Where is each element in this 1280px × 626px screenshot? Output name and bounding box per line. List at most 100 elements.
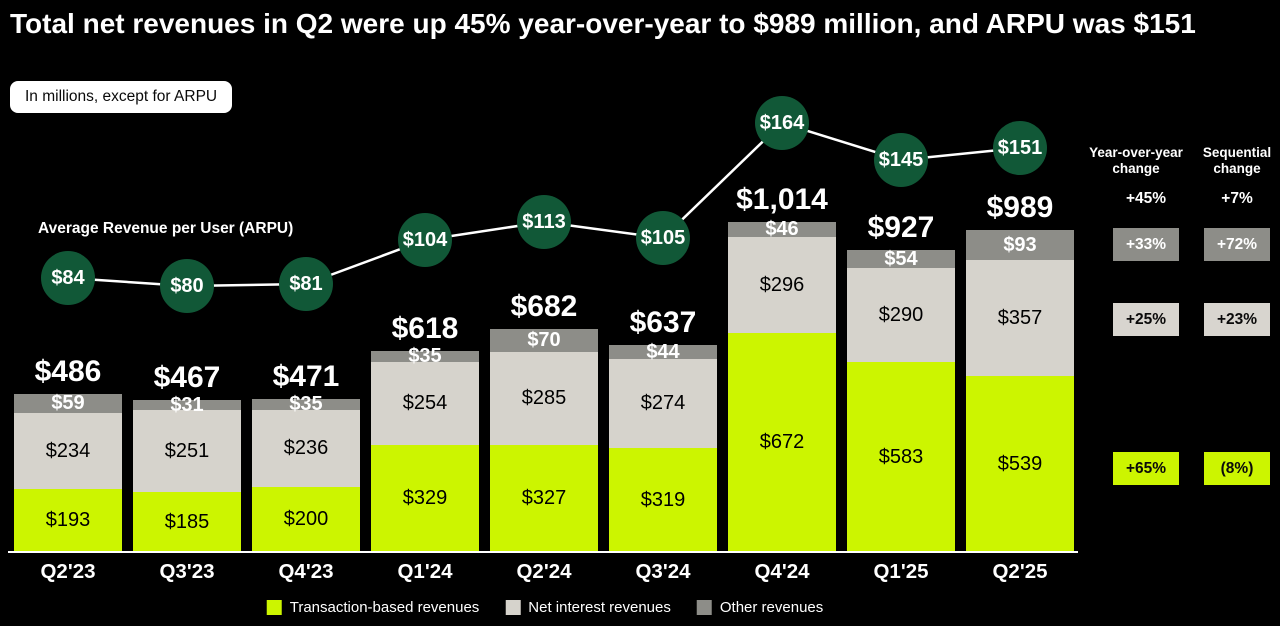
page-title: Total net revenues in Q2 were up 45% yea… [10,8,1196,39]
segment-value-transaction-2: $185 [164,510,210,533]
bar-segment-net-interest-2 [133,410,241,492]
bar-segment-transaction-7 [728,333,836,552]
segment-value-net-interest-9: $357 [997,306,1043,329]
sequential-change-column-header: Sequential change [1202,145,1272,177]
change-box-transaction-based-revenues-seq: (8%) [1204,452,1270,485]
bar-segment-net-interest-8 [847,268,955,362]
change-box-other-revenues-seq: +72% [1204,228,1270,261]
bar-total-label-2: $467 [153,361,221,394]
x-axis-label-5: Q2'24 [516,560,572,583]
x-axis-label-4: Q1'24 [397,560,453,583]
x-axis-label-7: Q4'24 [754,560,810,583]
segment-value-other-5: $70 [527,329,561,351]
units-note-badge: In millions, except for ARPU [10,81,233,113]
arpu-series-heading: Average Revenue per User (ARPU) [38,220,294,237]
x-axis-label-8: Q1'25 [873,560,929,583]
bar-segment-net-interest-6 [609,359,717,448]
segment-value-other-4: $35 [408,345,442,367]
legend-item-net-interest: Net interest revenues [505,599,671,616]
bar-segment-other-9 [966,230,1074,260]
legend-label-net-interest: Net interest revenues [528,599,671,616]
bar-segment-other-7 [728,222,836,237]
bar-total-label-6: $637 [629,306,697,339]
arpu-point-7: $164 [755,96,809,150]
segment-value-net-interest-3: $236 [283,437,329,459]
segment-value-transaction-7: $672 [759,431,805,453]
x-axis-label-1: Q2'23 [40,560,96,583]
legend-item-transaction: Transaction-based revenues [266,599,479,616]
arpu-point-3: $81 [279,257,333,311]
arpu-point-4: $104 [398,213,452,267]
segment-value-other-6: $44 [646,340,680,363]
bar-total-label-5: $682 [510,290,578,323]
arpu-point-6: $105 [636,211,690,265]
x-axis-label-9: Q2'25 [992,560,1048,583]
bar-total-label-9: $989 [986,191,1054,224]
bar-segment-other-3 [252,399,360,410]
segment-value-other-8: $54 [884,247,918,270]
bar-total-label-1: $486 [34,355,102,388]
chart-legend: Transaction-based revenues Net interest r… [266,599,824,616]
bar-segment-transaction-8 [847,362,955,552]
bar-segment-transaction-5 [490,445,598,552]
yoy-change-column-header: Year-over-year change [1089,145,1183,177]
segment-value-net-interest-8: $290 [878,303,924,326]
segment-value-net-interest-1: $234 [45,439,91,462]
legend-item-other: Other revenues [696,599,824,616]
bar-segment-other-8 [847,250,955,268]
segment-value-transaction-8: $583 [878,445,924,468]
legend-label-other: Other revenues [719,599,824,616]
bar-total-label-7: $1,014 [736,183,828,216]
bar-segment-transaction-2 [133,492,241,552]
x-axis-line [8,551,1078,553]
segment-value-net-interest-4: $254 [402,392,448,414]
bar-segment-net-interest-1 [14,413,122,489]
x-axis-label-2: Q3'23 [159,560,215,583]
bar-segment-other-6 [609,345,717,359]
segment-value-net-interest-2: $251 [164,439,210,462]
bar-total-label-4: $618 [391,312,459,345]
segment-value-transaction-3: $200 [283,508,329,530]
segment-value-transaction-5: $327 [521,487,567,509]
x-axis-label-6: Q3'24 [635,560,691,583]
bar-segment-net-interest-5 [490,352,598,445]
bar-segment-other-5 [490,329,598,352]
segment-value-other-7: $46 [765,218,799,240]
x-axis-label-3: Q4'23 [278,560,334,583]
bar-segment-transaction-9 [966,376,1074,552]
segment-value-other-1: $59 [51,392,85,414]
arpu-point-1: $84 [41,251,95,305]
arpu-point-9: $151 [993,121,1047,175]
change-box-net-interest-revenues-yoy: +25% [1113,303,1179,336]
bar-total-label-8: $927 [867,211,935,244]
change-value-total-yoy: +45% [1125,190,1167,207]
segment-value-transaction-9: $539 [997,452,1043,475]
bar-segment-other-4 [371,351,479,362]
change-value-total-seq: +7% [1221,190,1253,207]
segment-value-net-interest-7: $296 [759,273,805,296]
bar-segment-net-interest-4 [371,362,479,445]
bar-segment-net-interest-7 [728,237,836,333]
change-box-net-interest-revenues-seq: +23% [1204,303,1270,336]
legend-swatch-other [696,600,712,615]
bar-segment-transaction-6 [609,448,717,552]
legend-swatch-net-interest [505,600,521,615]
bar-segment-transaction-1 [14,489,122,552]
bar-segment-transaction-4 [371,445,479,552]
change-box-other-revenues-yoy: +33% [1113,228,1179,261]
segment-value-transaction-6: $319 [640,488,686,511]
segment-value-other-3: $35 [289,393,323,415]
bar-total-label-3: $471 [272,360,340,393]
change-box-transaction-based-revenues-yoy: +65% [1113,452,1179,485]
segment-value-transaction-1: $193 [45,509,91,531]
bar-segment-net-interest-3 [252,410,360,487]
bar-segment-net-interest-9 [966,260,1074,376]
arpu-point-5: $113 [517,195,571,249]
segment-value-transaction-4: $329 [402,487,448,509]
legend-swatch-transaction [266,600,282,615]
bar-segment-other-2 [133,400,241,410]
bar-segment-transaction-3 [252,487,360,552]
arpu-point-8: $145 [874,133,928,187]
